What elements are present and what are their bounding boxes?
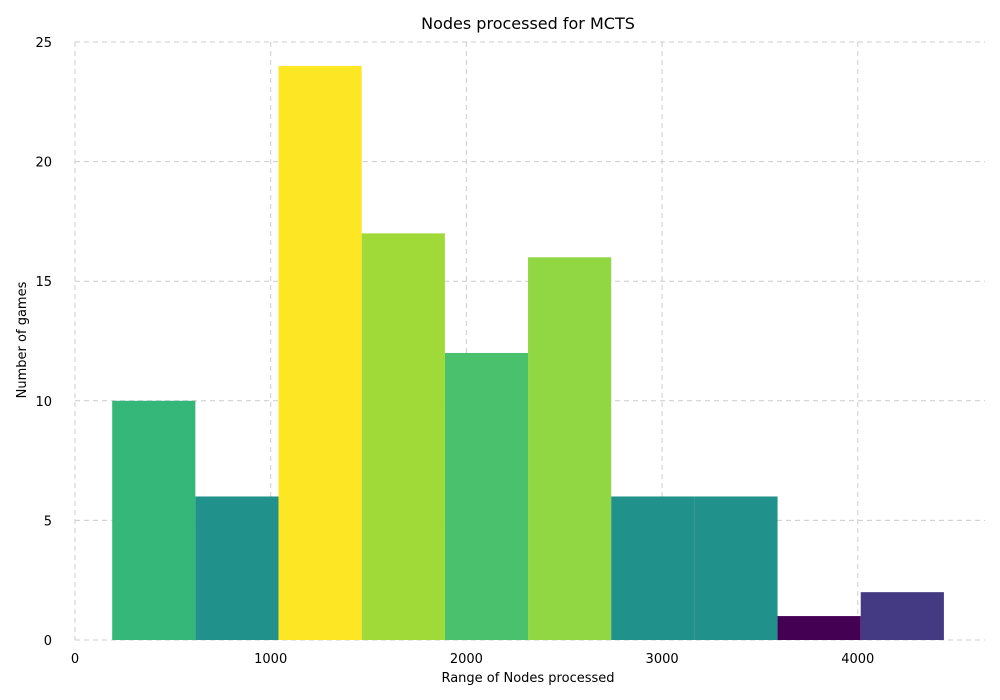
x-tick-label: 2000 [450, 652, 483, 667]
histogram-bar [444, 352, 529, 640]
tick-labels: 0 1000 2000 3000 4000 0 5 10 15 20 25 [35, 36, 874, 667]
x-tick-label: 3000 [646, 652, 679, 667]
x-tick-label: 4000 [841, 652, 874, 667]
y-tick-label: 20 [35, 156, 52, 171]
y-axis-label: Number of games [15, 281, 30, 398]
y-tick-label: 10 [35, 395, 52, 410]
histogram-bar [694, 496, 778, 640]
y-tick-label: 25 [35, 36, 52, 51]
bars [112, 65, 944, 641]
x-tick-label: 0 [71, 652, 79, 667]
histogram-bar [361, 233, 445, 641]
chart-title: Nodes processed for MCTS [421, 14, 635, 33]
histogram-bar [112, 400, 196, 640]
histogram-bar [278, 65, 362, 641]
histogram-bar [195, 496, 279, 640]
x-axis-label: Range of Nodes processed [441, 671, 614, 686]
y-tick-label: 0 [44, 634, 52, 649]
y-tick-label: 15 [35, 275, 52, 290]
histogram-bar [528, 257, 612, 640]
histogram-bar [777, 616, 861, 640]
y-tick-label: 5 [44, 514, 52, 529]
histogram-bar [860, 592, 944, 640]
x-tick-label: 1000 [254, 652, 287, 667]
histogram-bar [611, 496, 695, 640]
